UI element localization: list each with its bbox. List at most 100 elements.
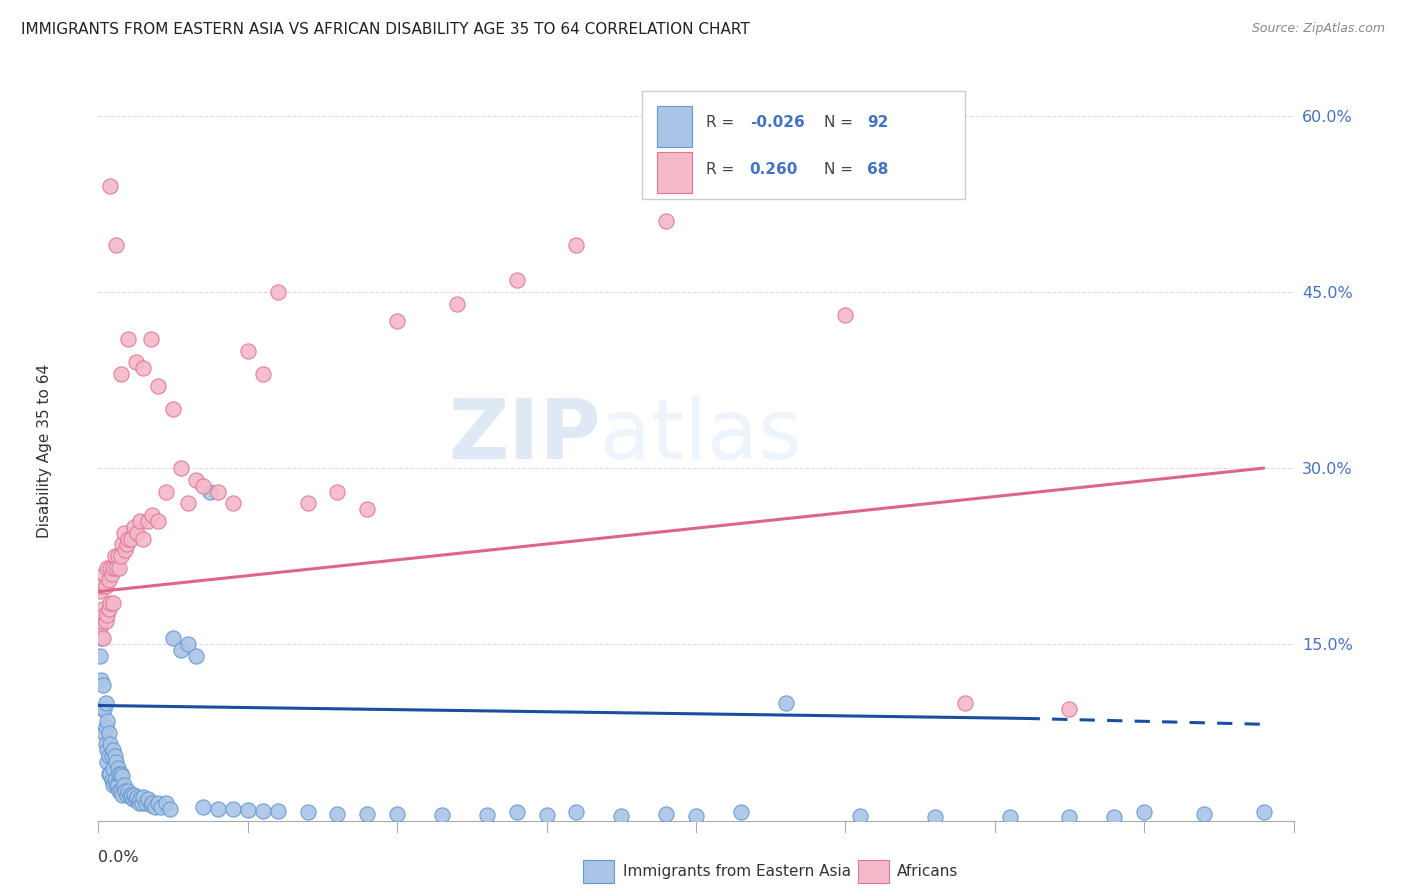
Point <box>252 367 274 381</box>
Point <box>108 784 131 798</box>
Point <box>222 496 245 510</box>
Point <box>117 784 139 798</box>
Point <box>96 755 118 769</box>
Point <box>111 537 134 551</box>
Point <box>155 796 177 810</box>
Point <box>104 772 127 787</box>
Point <box>184 473 207 487</box>
Point <box>267 804 290 818</box>
Point <box>98 766 122 780</box>
Point <box>236 803 259 817</box>
Point <box>107 761 129 775</box>
Point <box>114 543 136 558</box>
Point <box>139 332 162 346</box>
Point <box>191 479 214 493</box>
Point <box>356 502 378 516</box>
Point <box>1253 805 1275 820</box>
Point <box>169 643 191 657</box>
Point <box>128 796 150 810</box>
Point <box>110 367 132 381</box>
Point <box>132 361 155 376</box>
Point <box>117 332 139 346</box>
Point <box>101 566 124 581</box>
Point <box>385 314 409 328</box>
Point <box>155 484 177 499</box>
Point <box>89 620 111 634</box>
Point <box>110 784 132 798</box>
Point <box>924 810 946 824</box>
Point <box>118 788 141 802</box>
Point <box>191 799 214 814</box>
Point <box>93 702 115 716</box>
Point <box>90 632 112 646</box>
Point <box>111 769 134 783</box>
Point <box>685 809 707 823</box>
Point <box>136 792 159 806</box>
Point <box>114 784 136 798</box>
Bar <box>657 153 692 194</box>
Point <box>162 632 184 646</box>
Point <box>98 596 122 610</box>
Point <box>96 561 118 575</box>
Point <box>222 802 245 816</box>
Point <box>112 525 135 540</box>
Point <box>124 520 146 534</box>
Point <box>98 561 122 575</box>
Text: N =: N = <box>824 115 858 130</box>
Point <box>148 379 170 393</box>
Point <box>91 678 114 692</box>
Point <box>94 737 117 751</box>
Point <box>998 810 1021 824</box>
Point <box>475 807 498 822</box>
Text: 0.260: 0.260 <box>749 161 799 177</box>
Text: -0.026: -0.026 <box>749 115 804 130</box>
Point <box>93 607 115 622</box>
Point <box>1133 805 1156 820</box>
Text: 68: 68 <box>868 161 889 177</box>
Point <box>125 792 148 806</box>
Point <box>101 749 124 764</box>
Point <box>297 805 319 820</box>
Point <box>90 579 112 593</box>
Point <box>105 755 128 769</box>
Point <box>112 778 135 792</box>
Point <box>91 602 114 616</box>
Point <box>565 805 588 820</box>
Point <box>326 484 349 499</box>
Point <box>90 614 112 628</box>
Point <box>184 649 207 664</box>
Point <box>96 607 118 622</box>
Point <box>136 514 159 528</box>
Point <box>103 761 125 775</box>
Point <box>103 561 125 575</box>
Point <box>252 804 274 818</box>
Point <box>834 308 856 322</box>
Point <box>96 743 118 757</box>
Point <box>93 566 115 581</box>
Point <box>159 802 181 816</box>
Point <box>91 632 114 646</box>
Point <box>98 737 122 751</box>
Point <box>655 806 678 821</box>
Point <box>89 649 111 664</box>
Point <box>105 778 128 792</box>
Point <box>94 720 117 734</box>
Point <box>93 725 115 739</box>
Point <box>101 772 124 787</box>
Text: R =: R = <box>706 115 738 130</box>
Point <box>120 790 142 805</box>
Point <box>127 525 149 540</box>
Point <box>1104 810 1126 824</box>
Point <box>117 532 139 546</box>
Point <box>385 806 409 821</box>
Text: 92: 92 <box>868 115 889 130</box>
Point <box>297 496 319 510</box>
Point <box>177 637 200 651</box>
Point <box>143 799 166 814</box>
Text: 0.0%: 0.0% <box>98 850 139 865</box>
Point <box>97 573 120 587</box>
Point <box>110 766 132 780</box>
Point <box>446 296 468 310</box>
Point <box>610 809 633 823</box>
Point <box>132 790 155 805</box>
